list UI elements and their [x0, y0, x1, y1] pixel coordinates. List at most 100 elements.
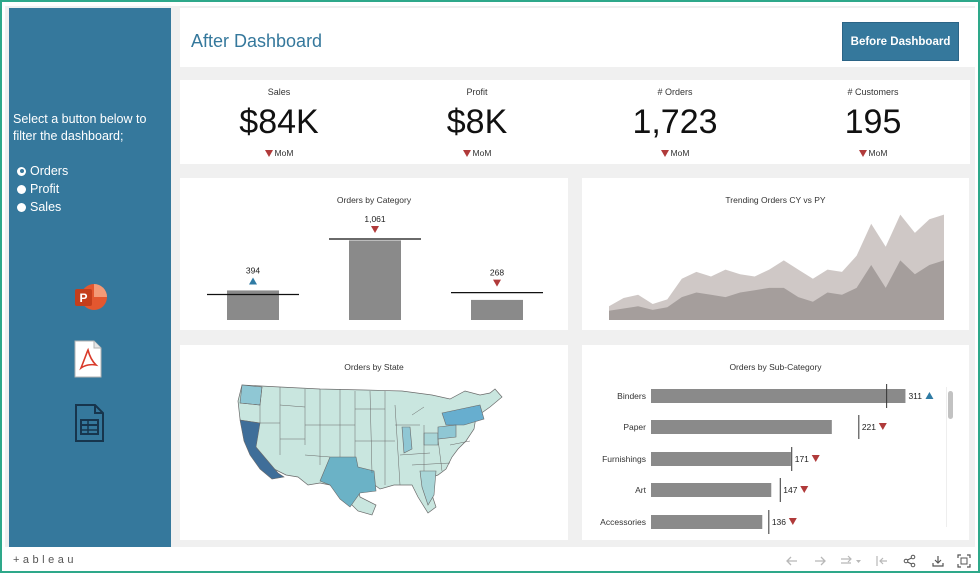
category-label: Furnishings	[602, 454, 646, 464]
state-california[interactable]	[239, 419, 285, 480]
scrollbar-thumb[interactable]	[948, 391, 953, 419]
data-label: 221	[862, 422, 876, 432]
data-label: 147	[783, 485, 797, 495]
kpi-mom: MoM	[378, 148, 576, 158]
down-triangle-icon	[858, 149, 867, 157]
radio-label: Profit	[30, 182, 60, 196]
chart-title: Orders by Category	[336, 195, 412, 205]
radio-label: Orders	[30, 164, 69, 178]
chart-title: Trending Orders CY vs PY	[725, 195, 826, 205]
trend-chart-panel: Trending Orders CY vs PY	[582, 178, 969, 330]
category-label: Paper	[623, 422, 646, 432]
kpi-sales: Sales $84K MoM	[180, 80, 378, 164]
area-series-cy	[609, 260, 944, 320]
mom-label: MoM	[670, 148, 690, 158]
redo-icon[interactable]	[813, 554, 827, 568]
share-icon[interactable]	[903, 554, 917, 568]
state-borders	[239, 386, 471, 486]
down-triangle-icon	[660, 149, 669, 157]
bar	[651, 515, 763, 529]
scrollbar-track[interactable]	[946, 387, 954, 527]
undo-icon[interactable]	[785, 554, 799, 568]
kpi-label: Profit	[466, 87, 488, 97]
radio-button[interactable]	[17, 166, 26, 176]
down-triangle-icon	[788, 518, 797, 525]
category-label: Accessories	[600, 517, 646, 527]
subcategory-chart-panel: Orders by Sub-Category Binders 311 Paper 22…	[582, 345, 969, 540]
revert-icon[interactable]	[839, 554, 863, 568]
down-triangle-icon	[878, 423, 887, 430]
kpi-mom: MoM	[180, 148, 378, 158]
down-triangle-icon	[811, 455, 820, 462]
down-triangle-icon	[800, 486, 809, 493]
kpi-customers: # Customers 195 MoM	[774, 80, 972, 164]
up-triangle-icon	[249, 277, 257, 285]
bar	[651, 389, 906, 403]
radio-button[interactable]	[17, 184, 26, 194]
data-label: 268	[490, 268, 504, 278]
chart-title: Orders by State	[344, 362, 404, 372]
category-label: Binders	[617, 391, 646, 401]
bar	[227, 290, 279, 320]
download-icon[interactable]	[931, 554, 945, 568]
filter-prompt: Select a button below to filter the dash…	[13, 112, 147, 143]
down-triangle-icon	[371, 226, 379, 233]
state-texas[interactable]	[319, 456, 377, 508]
tableau-logo-text: +ableau	[13, 554, 77, 566]
radio-label: Sales	[30, 200, 62, 214]
crosstab-icon[interactable]	[73, 404, 105, 442]
before-dashboard-button[interactable]: Before Dashboard	[842, 22, 959, 61]
tableau-logo[interactable]: +ableau	[13, 554, 77, 566]
kpi-orders: # Orders 1,723 MoM	[576, 80, 774, 164]
bar	[349, 240, 401, 320]
reset-icon[interactable]	[875, 554, 889, 568]
mom-label: MoM	[868, 148, 888, 158]
data-label: 394	[246, 265, 260, 275]
sidebar: Select a button below to filter the dash…	[9, 8, 171, 547]
state-map-panel: Orders by State	[180, 345, 568, 540]
category-label: Art	[635, 485, 647, 495]
kpi-label: # Orders	[657, 87, 693, 97]
data-label: 1,061	[364, 214, 386, 224]
subcategory-bar-chart: Binders 311 Paper 221 Furnishings 171 Art 147 Ac…	[600, 384, 934, 534]
state-illinois[interactable]	[401, 426, 413, 454]
data-label: 136	[772, 517, 786, 527]
category-bar-chart: 394 1,061 268	[207, 214, 543, 320]
radio-profit[interactable]: Profit	[17, 180, 68, 198]
kpi-mom: MoM	[774, 148, 972, 158]
mom-label: MoM	[274, 148, 294, 158]
up-triangle-icon	[925, 392, 934, 399]
down-triangle-icon	[493, 279, 501, 287]
header-panel: After Dashboard Before Dashboard	[180, 8, 975, 67]
state-new-york[interactable]	[441, 404, 485, 426]
data-label: 171	[795, 454, 809, 464]
category-chart-panel: Orders by Category 394 1,061 268	[180, 178, 568, 330]
trend-area-chart	[609, 214, 944, 320]
kpi-panel: Sales $84K MoM Profit $8K MoM # Orders 1…	[180, 80, 970, 164]
bar	[651, 483, 772, 497]
fullscreen-icon[interactable]	[957, 554, 971, 568]
kpi-value: $84K	[239, 103, 319, 141]
powerpoint-icon[interactable]: P	[71, 280, 107, 314]
state-ohio[interactable]	[423, 432, 439, 446]
state-washington[interactable]	[239, 384, 263, 406]
state-pennsylvania[interactable]	[437, 424, 457, 440]
radio-button[interactable]	[17, 202, 26, 212]
radio-sales[interactable]: Sales	[17, 198, 68, 216]
pdf-icon[interactable]	[73, 340, 103, 378]
radio-orders[interactable]: Orders	[17, 162, 68, 180]
bottom-toolbar: +ableau	[5, 549, 975, 571]
kpi-label: Sales	[267, 87, 291, 97]
mom-label: MoM	[472, 148, 492, 158]
kpi-profit: Profit $8K MoM	[378, 80, 576, 164]
us-outline	[237, 384, 503, 516]
down-triangle-icon	[462, 149, 471, 157]
kpi-label: # Customers	[847, 87, 899, 97]
svg-text:P: P	[79, 291, 87, 305]
state-florida[interactable]	[419, 470, 437, 506]
kpi-mom: MoM	[576, 148, 774, 158]
measure-radio-group: Orders Profit Sales	[17, 162, 68, 216]
down-triangle-icon	[264, 149, 273, 157]
us-state-map[interactable]	[180, 345, 568, 540]
